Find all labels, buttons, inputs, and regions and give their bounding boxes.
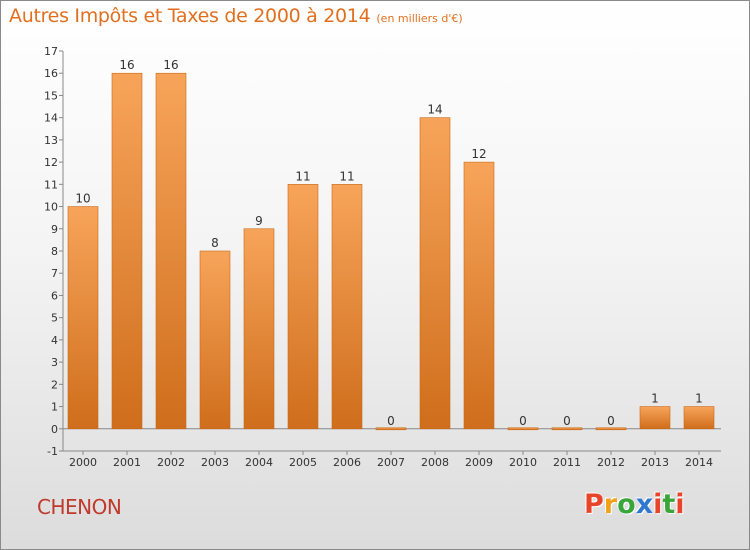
- x-tick-label: 2002: [157, 456, 185, 469]
- x-tick-label: 2008: [421, 456, 449, 469]
- y-tick-label: 10: [44, 201, 58, 214]
- bar-2001: [111, 72, 143, 430]
- logo-letter: o: [617, 489, 636, 520]
- x-tick-label: 2001: [113, 456, 141, 469]
- logo-letter: x: [635, 489, 654, 520]
- logo-letter: P: [584, 489, 604, 520]
- y-tick-label: -1: [47, 445, 58, 458]
- chart-unit: (en milliers d'€): [376, 12, 463, 25]
- y-tick-label: 9: [51, 223, 58, 236]
- data-label-2000: 10: [75, 192, 90, 206]
- logo-letter: r: [603, 489, 618, 520]
- logo-letter: i: [653, 489, 663, 520]
- y-tick-label: 3: [51, 356, 58, 369]
- commune-name: CHENON: [37, 495, 122, 519]
- x-tick-label: 2011: [553, 456, 581, 469]
- x-tick-label: 2005: [289, 456, 317, 469]
- x-tick-label: 2006: [333, 456, 361, 469]
- data-label-2011: 0: [563, 414, 571, 428]
- data-label-2009: 12: [471, 147, 486, 161]
- y-tick-label: 14: [44, 112, 58, 125]
- data-label-2006: 11: [339, 169, 354, 183]
- x-tick-label: 2013: [641, 456, 669, 469]
- data-label-2008: 14: [427, 103, 442, 117]
- bar-2006: [331, 184, 363, 430]
- proxiti-logo[interactable]: Proxiti: [584, 489, 685, 520]
- bar-2012: [595, 427, 627, 431]
- x-tick-label: 2003: [201, 456, 229, 469]
- x-tick-label: 2012: [597, 456, 625, 469]
- x-tick-label: 2009: [465, 456, 493, 469]
- bar-2005: [287, 184, 319, 430]
- x-tick-label: 2010: [509, 456, 537, 469]
- x-tick-label: 2004: [245, 456, 273, 469]
- y-tick-label: 6: [51, 289, 58, 302]
- data-label-2004: 9: [255, 214, 263, 228]
- bar-2000: [67, 206, 99, 430]
- y-tick-label: 16: [44, 67, 58, 80]
- data-label-2002: 16: [163, 58, 178, 72]
- data-label-2014: 1: [695, 392, 703, 406]
- data-label-2012: 0: [607, 414, 615, 428]
- bar-2013: [639, 406, 671, 430]
- bar-2003: [199, 250, 231, 430]
- y-tick-label: 2: [51, 378, 58, 391]
- data-label-2003: 8: [211, 236, 219, 250]
- bar-2009: [463, 161, 495, 430]
- data-label-2005: 11: [295, 169, 310, 183]
- bars: [67, 72, 715, 431]
- bar-2008: [419, 117, 451, 430]
- data-label-2001: 16: [119, 58, 134, 72]
- y-tick-label: 0: [51, 423, 58, 436]
- chart-title: Autres Impôts et Taxes de 2000 à 2014: [9, 5, 371, 27]
- y-tick-label: 17: [44, 45, 58, 58]
- y-tick-label: 7: [51, 267, 58, 280]
- y-tick-label: 11: [44, 178, 58, 191]
- y-tick-label: 1: [51, 401, 58, 414]
- logo-letter: i: [675, 489, 685, 520]
- bar-2007: [375, 427, 407, 431]
- data-label-2007: 0: [387, 414, 395, 428]
- data-label-2010: 0: [519, 414, 527, 428]
- y-tick-label: 8: [51, 245, 58, 258]
- bar-2002: [155, 72, 187, 430]
- bar-2004: [243, 228, 275, 430]
- chart-header: Autres Impôts et Taxes de 2000 à 2014 (en…: [9, 5, 463, 27]
- y-tick-label: 13: [44, 134, 58, 147]
- x-tick-label: 2014: [685, 456, 713, 469]
- y-tick-label: 5: [51, 312, 58, 325]
- y-tick-label: 12: [44, 156, 58, 169]
- y-tick-label: 4: [51, 334, 58, 347]
- data-label-2013: 1: [651, 392, 659, 406]
- logo-letter: t: [662, 489, 676, 520]
- x-tick-label: 2000: [69, 456, 97, 469]
- bar-2014: [683, 406, 715, 430]
- y-tick-label: 15: [44, 89, 58, 102]
- bar-2010: [507, 427, 539, 431]
- x-tick-label: 2007: [377, 456, 405, 469]
- bar-2011: [551, 427, 583, 431]
